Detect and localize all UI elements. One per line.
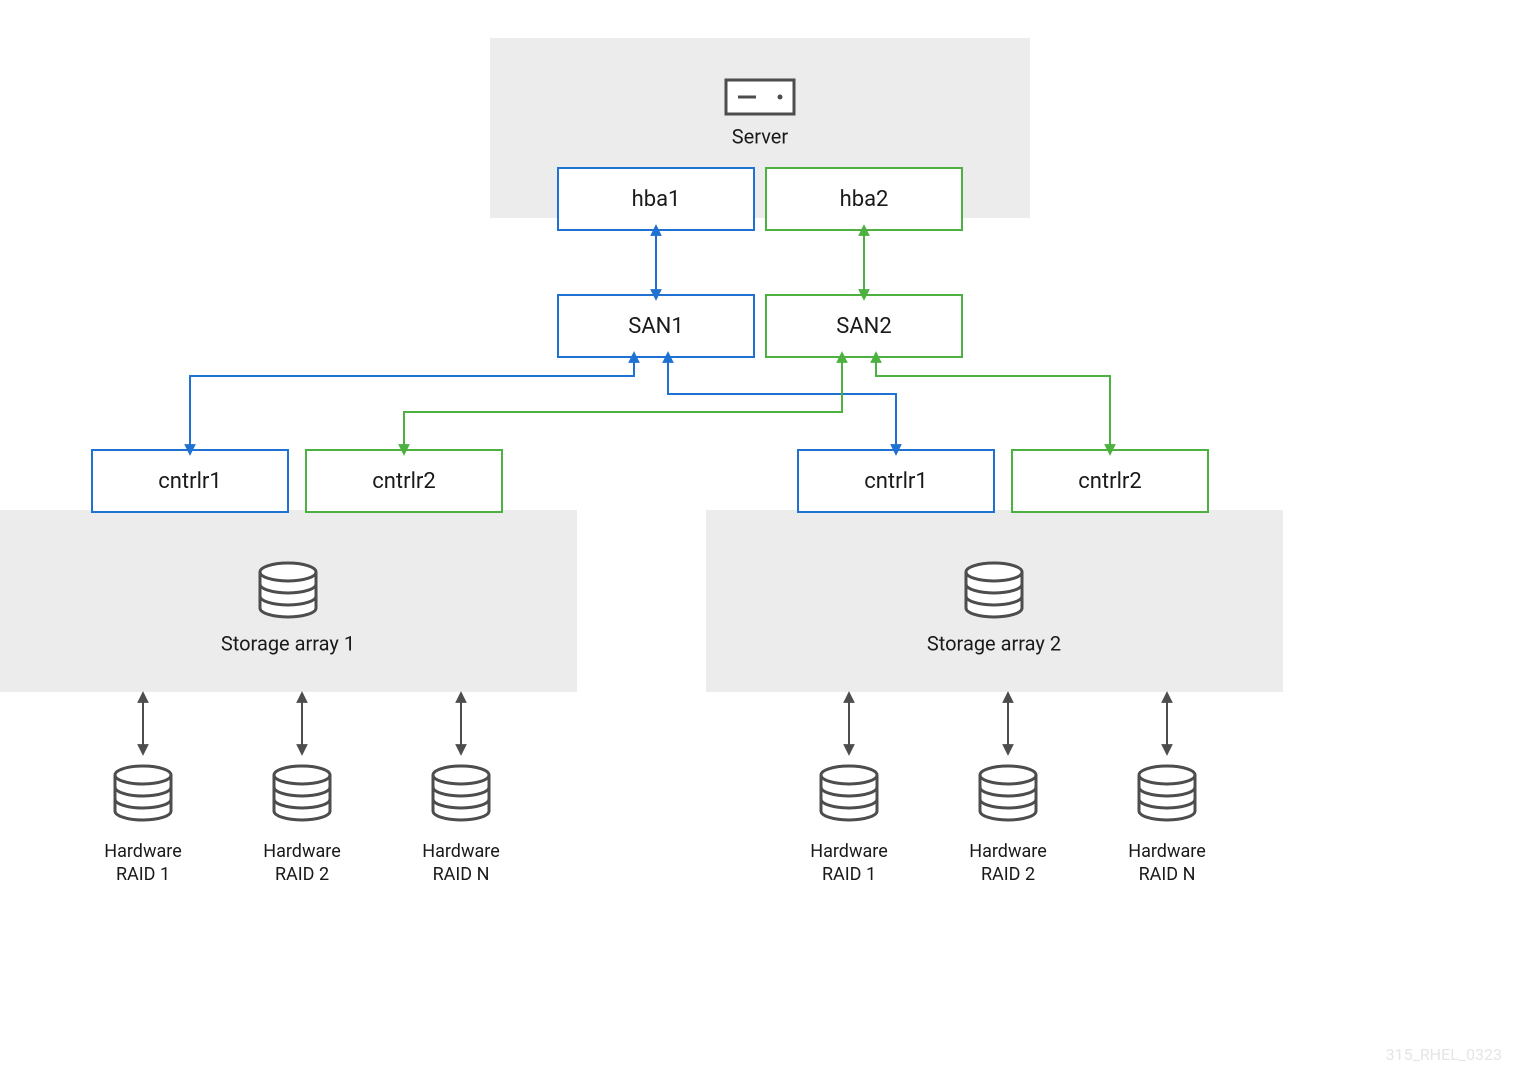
c1l-box: cntrlr1 xyxy=(92,450,288,512)
raid-label-1-2: Hardware xyxy=(422,841,500,862)
raid-group-2: HardwareRAID N xyxy=(422,697,500,885)
c1r-box: cntrlr1 xyxy=(798,450,994,512)
raid-label-2-0: RAID 1 xyxy=(116,864,170,885)
raid-group-0: HardwareRAID 1 xyxy=(104,697,182,885)
raid-label-1-3: Hardware xyxy=(810,841,888,862)
raid-group-4: HardwareRAID 2 xyxy=(969,697,1047,885)
hba2-label: hba2 xyxy=(840,187,889,212)
c1r-label: cntrlr1 xyxy=(864,469,928,494)
c2l-label: cntrlr2 xyxy=(372,469,436,494)
raid-label-2-3: RAID 1 xyxy=(822,864,876,885)
c2r-box: cntrlr2 xyxy=(1012,450,1208,512)
san1-box: SAN1 xyxy=(558,295,754,357)
edge-5 xyxy=(876,357,1110,450)
san1-label: SAN1 xyxy=(628,314,683,339)
raid-label-2-4: RAID 2 xyxy=(981,864,1035,885)
hba2-box: hba2 xyxy=(766,168,962,230)
c2l-box: cntrlr2 xyxy=(306,450,502,512)
raid-label-1-0: Hardware xyxy=(104,841,182,862)
storage-array-2-label: Storage array 2 xyxy=(927,631,1061,655)
raid-label-2-2: RAID N xyxy=(433,864,490,885)
raid-group-1: HardwareRAID 2 xyxy=(263,697,341,885)
watermark: 315_RHEL_0323 xyxy=(1386,1045,1502,1064)
c1l-label: cntrlr1 xyxy=(158,469,222,494)
san2-box: SAN2 xyxy=(766,295,962,357)
raid-label-2-1: RAID 2 xyxy=(275,864,329,885)
san2-label: SAN2 xyxy=(836,314,891,339)
edge-3 xyxy=(668,357,896,450)
raid-group-5: HardwareRAID N xyxy=(1128,697,1206,885)
raid-label-1-1: Hardware xyxy=(263,841,341,862)
raid-label-1-5: Hardware xyxy=(1128,841,1206,862)
raid-label-1-4: Hardware xyxy=(969,841,1047,862)
hba1-label: hba1 xyxy=(632,187,681,212)
server-label: Server xyxy=(732,124,789,148)
raid-group-3: HardwareRAID 1 xyxy=(810,697,888,885)
edge-2 xyxy=(190,357,634,450)
raid-label-2-5: RAID N xyxy=(1139,864,1196,885)
storage-array-1-label: Storage array 1 xyxy=(221,631,355,655)
server-icon: Server xyxy=(726,80,794,148)
hba1-box: hba1 xyxy=(558,168,754,230)
c2r-label: cntrlr2 xyxy=(1078,469,1142,494)
edge-4 xyxy=(404,357,842,450)
